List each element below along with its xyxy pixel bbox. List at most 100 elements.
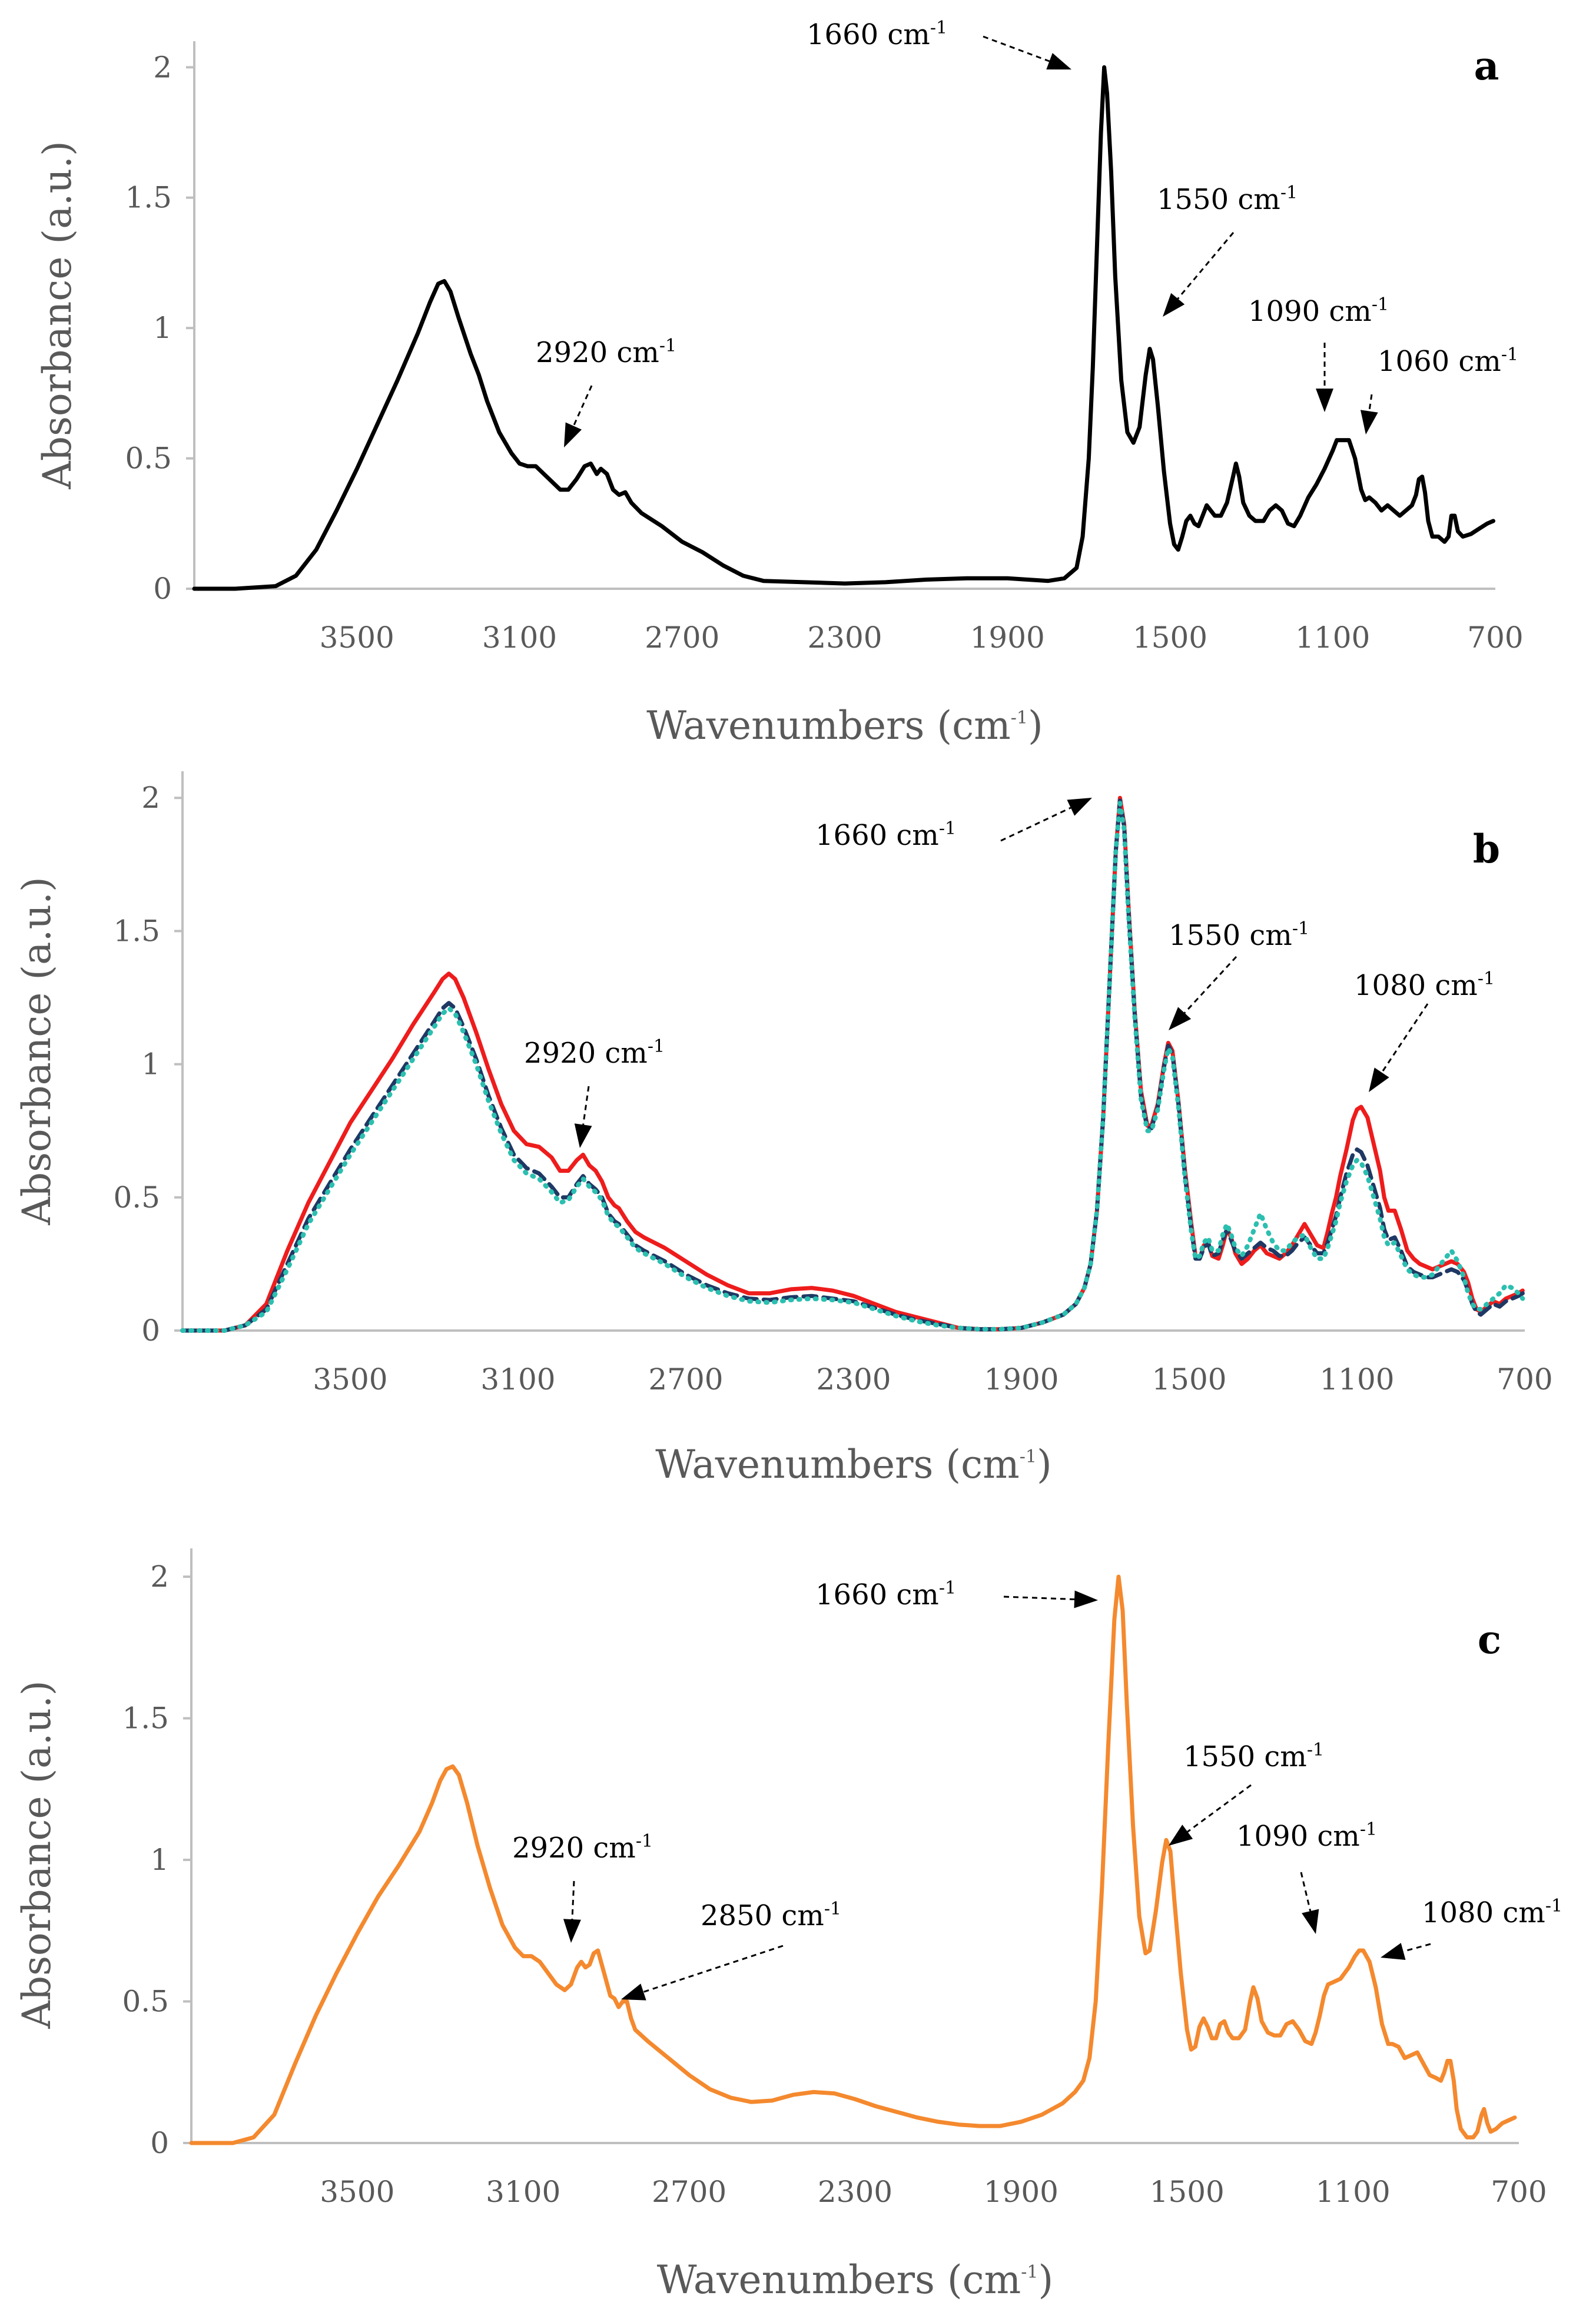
peak-annotation-label: 1080 cm-1: [1422, 1896, 1562, 1929]
y-tick-label: 0.5: [125, 442, 172, 476]
peak-annotation-label: 1090 cm-1: [1248, 294, 1389, 328]
x-tick-label: 1100: [1316, 2175, 1391, 2209]
annotation-arrowhead: [1074, 1590, 1098, 1608]
annotation-arrowhead: [1316, 389, 1333, 412]
y-tick-label: 1.5: [122, 1701, 169, 1736]
annotation-arrowhead: [1067, 798, 1092, 816]
annotation-arrowhead: [1169, 1007, 1192, 1030]
annotation-arrowhead: [1369, 1067, 1389, 1092]
y-tick-label: 0.5: [113, 1180, 160, 1215]
x-tick-label: 3100: [482, 621, 557, 655]
annotation-arrow-line: [571, 1880, 575, 1920]
annotation-arrowhead: [621, 1983, 646, 2001]
annotation-arrowhead: [564, 422, 582, 447]
peak-annotation-label: 2920 cm-1: [536, 336, 676, 369]
peak-annotation-label: 1660 cm-1: [807, 18, 947, 51]
annotation-arrow-line: [1003, 1595, 1075, 1600]
x-tick-label: 2700: [645, 621, 719, 655]
x-tick-label: 2700: [648, 1362, 723, 1396]
y-tick-label: 2: [150, 1560, 169, 1594]
peak-annotation-label: 1060 cm-1: [1378, 344, 1518, 378]
x-tick-label: 1900: [984, 2175, 1059, 2209]
panel-a: 0 0.5 1 1.5 2 3500 3100 2700 2300 1900 1500 1100 700…: [35, 18, 1524, 748]
annotation-arrow-line: [643, 1945, 784, 1993]
y-tick-label: 0: [141, 1313, 160, 1348]
x-axis-title: Wavenumbers (cm-1): [657, 2257, 1053, 2303]
x-tick-label: 3100: [486, 2175, 560, 2209]
x-tick-label: 2300: [807, 621, 882, 655]
peak-annotation-label: 1660 cm-1: [815, 1578, 956, 1611]
annotation-arrowhead: [1163, 293, 1185, 317]
peak-annotation-label: 2920 cm-1: [512, 1831, 653, 1865]
annotation-arrow-line: [1403, 1943, 1431, 1953]
y-axis-title: Absorbance (a.u.): [14, 1680, 59, 2029]
y-tick-label: 2: [153, 50, 172, 84]
annotation-arrowhead: [1360, 410, 1378, 434]
panel-letter: c: [1478, 1617, 1501, 1663]
peak-annotation-label: 1550 cm-1: [1183, 1740, 1324, 1773]
x-axis-title: Wavenumbers (cm-1): [655, 1442, 1051, 1487]
annotation-arrow-line: [582, 1086, 590, 1125]
series-line-spectrum-a: [192, 65, 1495, 591]
y-axis-title: Absorbance (a.u.): [14, 877, 59, 1226]
annotation-arrowhead: [1381, 1943, 1406, 1961]
x-tick-label: 700: [1491, 2175, 1547, 2209]
y-tick-label: 0.5: [122, 1985, 169, 2019]
series-line-red-solid: [180, 795, 1525, 1333]
annotation-arrowhead: [1046, 52, 1071, 70]
peak-annotation-label: 1550 cm-1: [1157, 183, 1298, 216]
y-tick-label: 2: [141, 781, 160, 815]
y-tick-label: 1: [153, 311, 172, 345]
annotation-arrow-line: [1381, 1003, 1429, 1073]
x-tick-label: 3500: [320, 2175, 394, 2209]
peak-annotation-label: 1550 cm-1: [1169, 918, 1309, 952]
annotation-arrow-line: [1187, 1784, 1252, 1833]
x-tick-label: 2300: [816, 1362, 891, 1396]
x-tick-label: 3500: [313, 1362, 387, 1396]
x-tick-label: 3100: [480, 1362, 555, 1396]
peak-annotation-label: 2920 cm-1: [524, 1036, 665, 1070]
peak-annotation-label: 1660 cm-1: [815, 818, 956, 852]
x-tick-label: 3500: [320, 621, 394, 655]
annotation-arrow-line: [1300, 1872, 1312, 1912]
panel-b: 0 0.5 1 1.5 2 3500 3100 2700 2300 1900 1500 1100 700…: [14, 771, 1553, 1487]
x-tick-label: 1900: [970, 621, 1045, 655]
panel-c: 0 0.5 1 1.5 2 3500 3100 2700 2300 1900 1500 1100 700…: [14, 1548, 1562, 2303]
series-line-spectrum-c: [189, 1574, 1517, 2145]
x-tick-label: 1500: [1152, 1362, 1226, 1396]
annotation-arrowhead: [563, 1919, 581, 1943]
y-tick-label: 0: [150, 2126, 169, 2160]
y-tick-label: 0: [153, 572, 172, 606]
annotation-arrowhead: [1169, 1825, 1193, 1846]
x-tick-label: 1100: [1295, 621, 1370, 655]
series-line-teal-dotted: [180, 801, 1525, 1333]
peak-annotation-label: 2850 cm-1: [701, 1899, 841, 1932]
annotation-arrow-line: [1368, 394, 1373, 412]
annotation-arrowhead: [574, 1123, 592, 1148]
y-tick-label: 1: [150, 1843, 169, 1877]
y-tick-label: 1.5: [125, 181, 172, 215]
peak-annotation-label: 1090 cm-1: [1236, 1819, 1377, 1853]
x-tick-label: 2300: [818, 2175, 892, 2209]
peak-annotation-label: 1080 cm-1: [1354, 968, 1495, 1002]
x-tick-label: 1500: [1150, 2175, 1225, 2209]
panel-letter: a: [1474, 43, 1499, 89]
annotation-arrow-line: [1000, 807, 1071, 842]
x-tick-label: 1900: [984, 1362, 1059, 1396]
x-tick-label: 1100: [1319, 1362, 1394, 1396]
x-tick-label: 700: [1497, 1362, 1552, 1396]
x-tick-label: 1500: [1133, 621, 1207, 655]
y-tick-label: 1: [141, 1047, 160, 1082]
annotation-arrow-line: [572, 385, 593, 427]
annotation-arrow-line: [1183, 956, 1237, 1014]
y-tick-label: 1.5: [113, 914, 160, 948]
x-tick-label: 700: [1467, 621, 1523, 655]
y-axis-title: Absorbance (a.u.): [35, 141, 80, 490]
x-tick-label: 2700: [652, 2175, 726, 2209]
series-line-navy-dashed: [180, 798, 1525, 1333]
annotation-arrow-line: [1177, 232, 1235, 300]
x-axis-title: Wavenumbers (cm-1): [646, 703, 1043, 748]
panel-letter: b: [1473, 826, 1500, 872]
annotation-arrowhead: [1302, 1909, 1319, 1934]
